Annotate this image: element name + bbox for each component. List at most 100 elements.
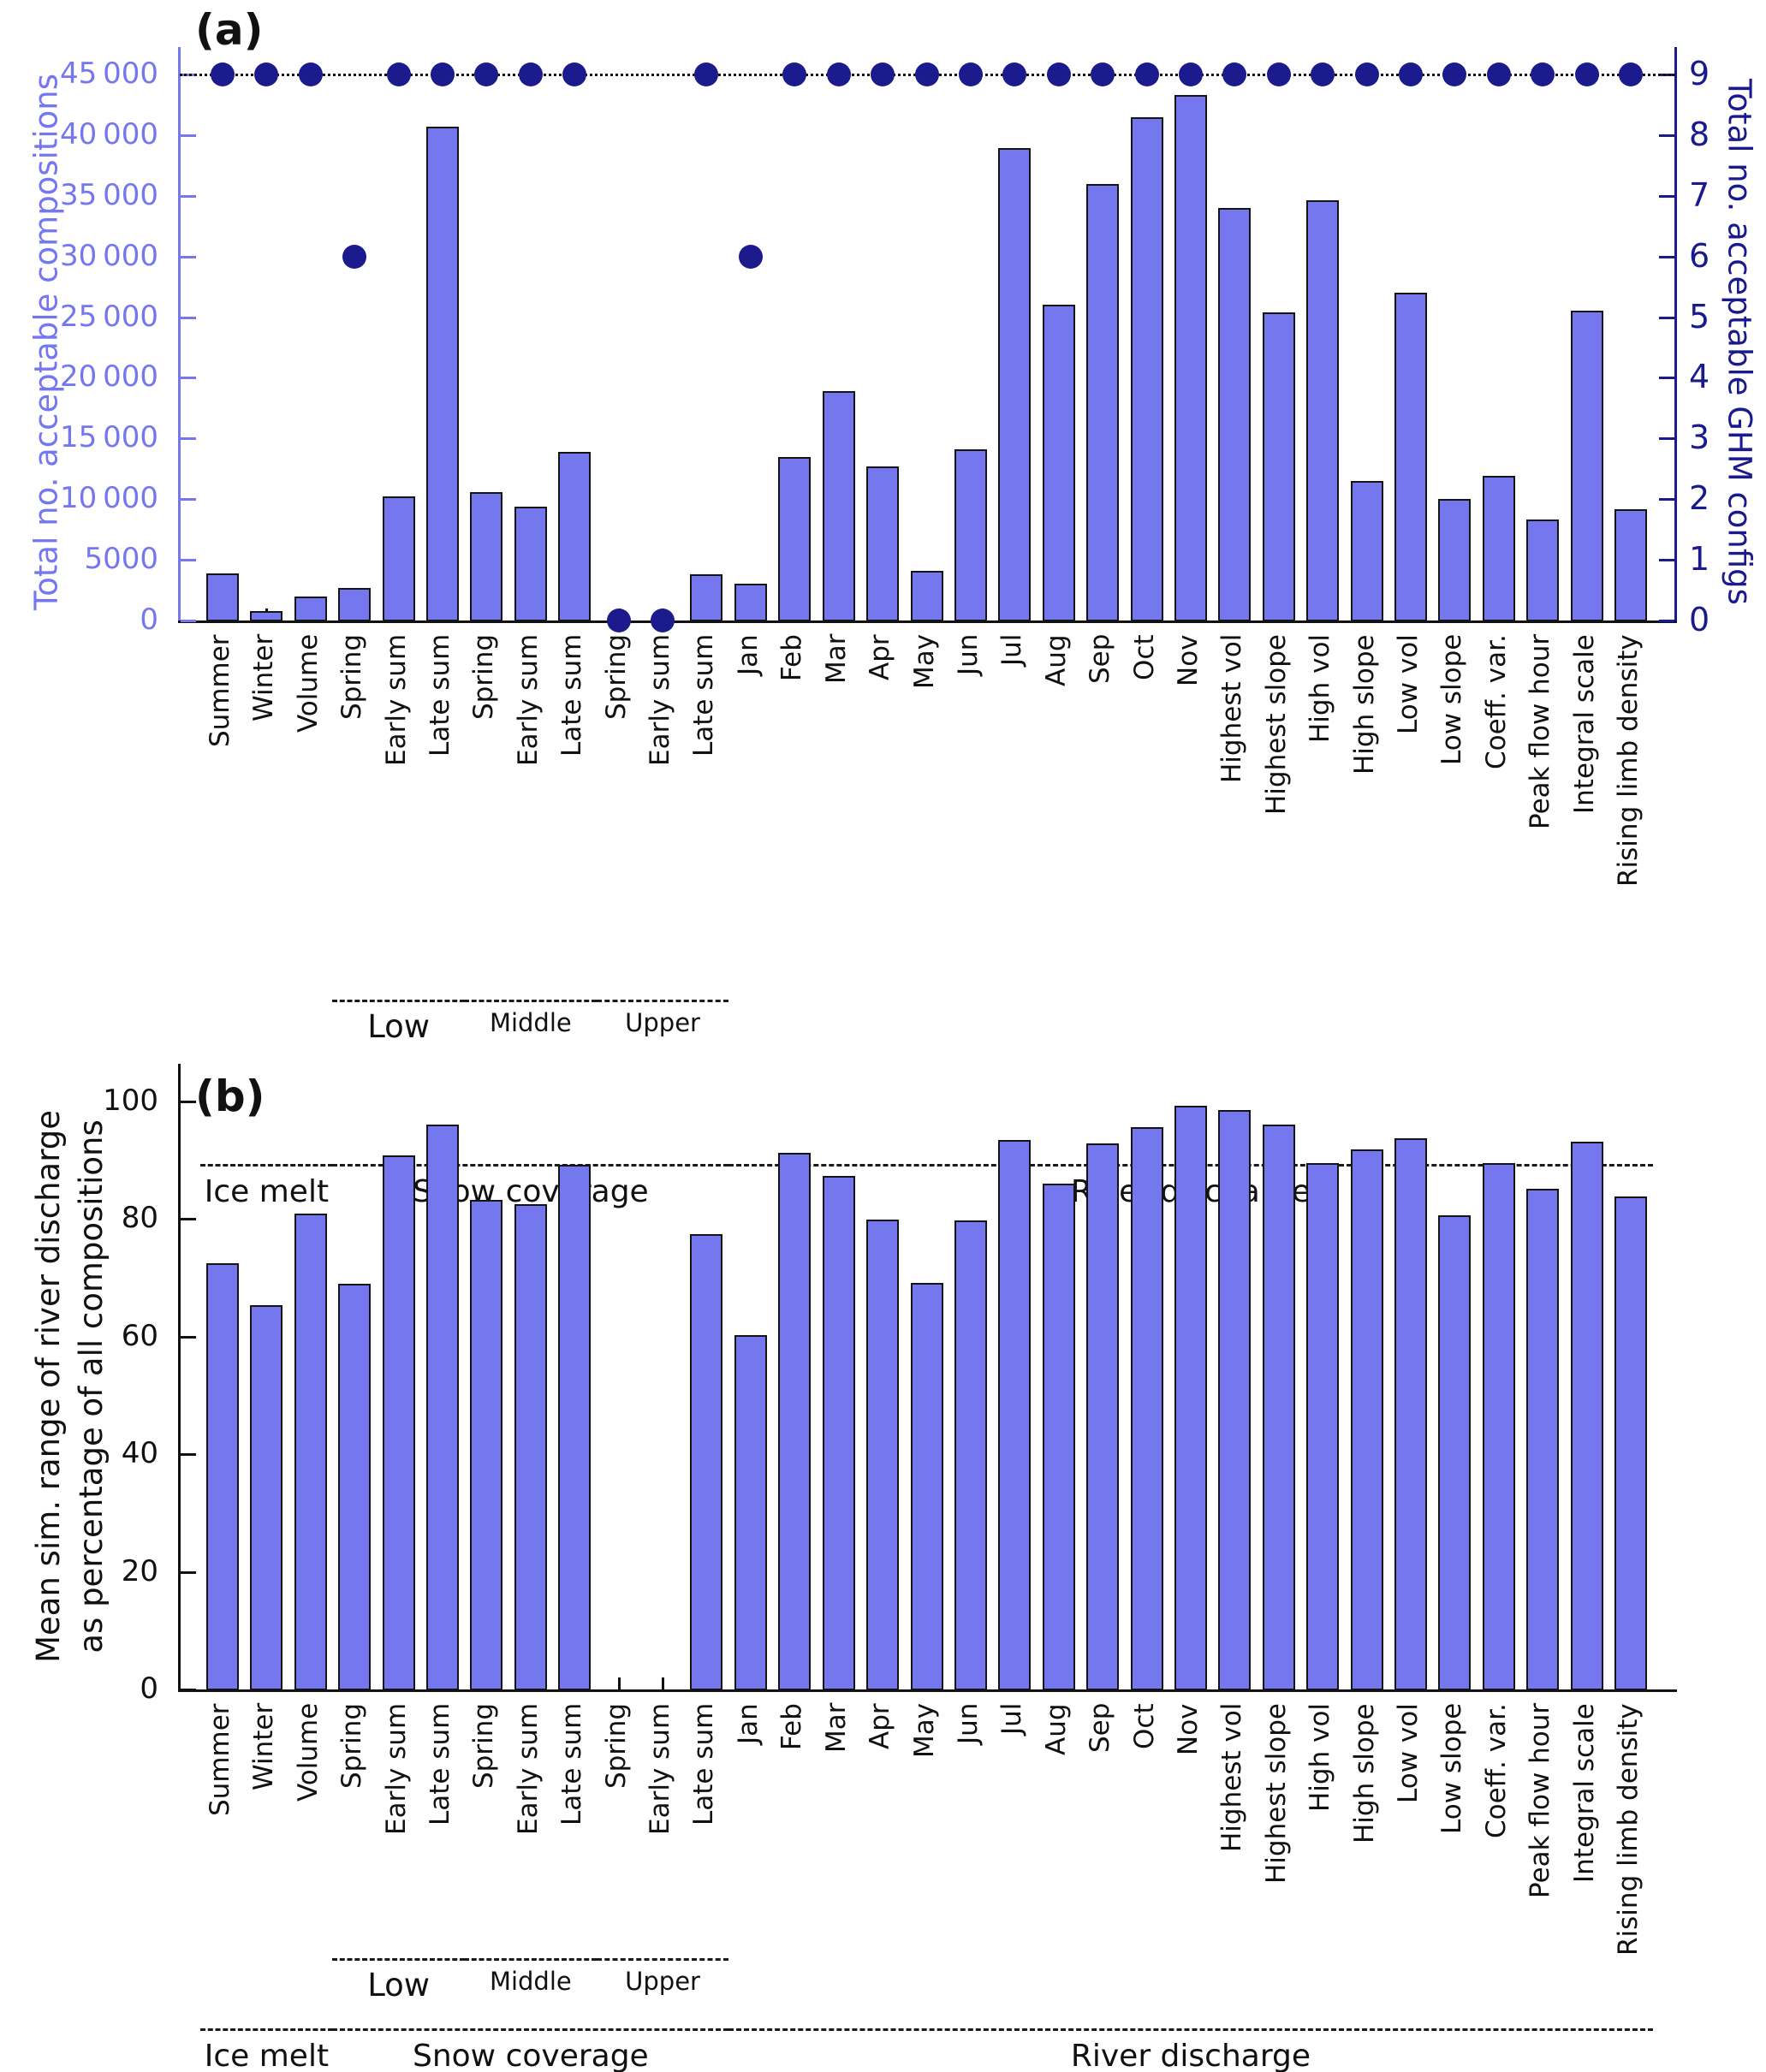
bar — [382, 496, 415, 621]
y-axis-tick — [181, 1335, 196, 1339]
y-axis-tick-right — [1659, 377, 1674, 380]
ghm-config-dot — [1531, 62, 1555, 86]
y-axis-tick — [181, 620, 196, 622]
bar — [1218, 1109, 1252, 1690]
bar — [1042, 305, 1075, 621]
bar — [778, 1153, 812, 1690]
bar — [1614, 508, 1647, 621]
x-axis-category-label: Low slope — [1436, 1703, 1468, 1835]
ghm-config-dot — [1091, 62, 1115, 86]
x-axis-line — [178, 1689, 1677, 1692]
y-axis-tick — [181, 255, 196, 258]
panel-b-label: (b) — [195, 1072, 265, 1121]
bar — [1570, 311, 1603, 621]
x-axis-category-label: Apr — [865, 634, 896, 680]
x-axis-category-label: Highest vol — [1216, 1703, 1248, 1853]
y-axis-tick — [181, 1218, 196, 1221]
ghm-config-dot — [1134, 62, 1159, 86]
x-axis-category-label: Nov — [1172, 634, 1204, 686]
bar — [470, 1200, 503, 1690]
x-axis-category-label: Apr — [865, 1703, 896, 1749]
bar — [558, 451, 592, 621]
bar — [426, 126, 460, 621]
y-axis-tick-label: 20 000 — [60, 359, 158, 395]
ghm-config-dot — [431, 62, 455, 86]
bar — [822, 1175, 855, 1690]
bar — [1482, 476, 1515, 621]
x-axis-category-label: May — [908, 1703, 940, 1759]
y-axis-tick-label-right: 0 — [1689, 601, 1710, 638]
subgroup-dashed-line — [332, 1958, 466, 1961]
x-axis-category-label: Rising limb density — [1613, 634, 1644, 887]
x-axis-category-label: Feb — [776, 634, 808, 681]
x-axis-category-label: Late sum — [425, 634, 456, 757]
bar — [1130, 1126, 1163, 1690]
x-axis-category-label: High slope — [1348, 634, 1380, 775]
subgroup-dashed-line — [464, 1000, 598, 1002]
y-axis-tick-label-right: 7 — [1689, 175, 1710, 214]
y-axis-tick-label: 0 — [140, 1671, 158, 1706]
bar — [866, 466, 900, 621]
x-axis-category-label: Early sum — [512, 634, 544, 767]
x-axis-category-label: Jun — [952, 1703, 984, 1745]
x-axis-category-label: Highest vol — [1216, 634, 1248, 784]
ghm-config-dot — [1486, 62, 1511, 86]
x-axis-category-label: Late sum — [688, 634, 720, 757]
y-axis-tick-label: 5000 — [84, 542, 158, 577]
y-axis-tick-label-right: 4 — [1689, 358, 1710, 396]
y-axis-tick-right — [1659, 437, 1674, 441]
ghm-config-dot — [826, 62, 851, 86]
x-axis-category-label: Jan — [732, 1703, 764, 1744]
bar — [1130, 116, 1163, 621]
y-axis-tick-label: 20 — [121, 1553, 158, 1588]
x-axis-category-label: Oct — [1128, 634, 1160, 680]
x-axis-category-label: Spring — [600, 634, 632, 721]
x-axis-category-label: Early sum — [380, 634, 412, 767]
y-axis-tick-right — [1659, 620, 1674, 622]
ghm-config-dot — [562, 62, 587, 86]
y-axis-tick — [181, 377, 196, 380]
bar — [426, 1124, 460, 1690]
x-axis-category-label: Highest slope — [1260, 1703, 1292, 1884]
bar — [1570, 1141, 1603, 1690]
y-axis-tick-label-right: 3 — [1689, 419, 1710, 457]
x-axis-category-label: Spring — [468, 634, 500, 721]
y-axis-tick — [181, 498, 196, 502]
x-axis-category-label: Jul — [996, 1703, 1028, 1736]
ghm-config-dot — [1354, 62, 1379, 86]
bar — [338, 1283, 372, 1690]
x-axis-line — [178, 620, 1677, 623]
y-axis-tick — [181, 437, 196, 441]
bar — [998, 148, 1032, 621]
x-axis-category-label: Integral scale — [1568, 634, 1600, 814]
bar — [470, 491, 503, 621]
ghm-config-dot — [871, 62, 895, 86]
bar — [910, 570, 943, 621]
ghm-config-dot — [651, 609, 675, 632]
group-dashed-line — [200, 1164, 333, 1167]
y-axis-tick-label: 40 — [121, 1436, 158, 1471]
x-axis-category-label: High slope — [1348, 1703, 1380, 1843]
bar — [1438, 1214, 1472, 1690]
bar — [1394, 293, 1427, 621]
x-axis-category-label: Mar — [820, 634, 852, 685]
bar — [1086, 1143, 1120, 1690]
subgroup-dashed-line — [464, 1958, 598, 1961]
bar — [690, 574, 723, 621]
group-dashed-line — [200, 2028, 333, 2031]
bar — [866, 1220, 900, 1690]
bar — [206, 573, 239, 621]
bar — [1350, 1149, 1383, 1690]
bar — [558, 1165, 592, 1690]
y-axis-tick — [181, 316, 196, 319]
ghm-config-dot — [1442, 62, 1467, 86]
bar — [954, 1220, 987, 1690]
y-axis-tick-right — [1659, 255, 1674, 258]
ghm-config-dot — [1178, 62, 1203, 86]
bar — [294, 596, 327, 621]
ghm-config-dot — [1311, 62, 1335, 86]
y-axis-tick-right — [1659, 134, 1674, 137]
x-axis-tick — [662, 1677, 665, 1689]
